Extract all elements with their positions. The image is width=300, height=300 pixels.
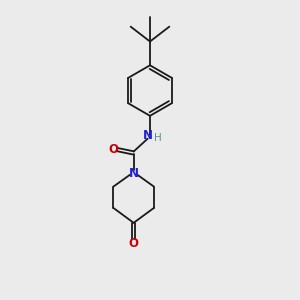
Text: N: N xyxy=(142,129,153,142)
Text: O: O xyxy=(108,143,118,156)
Text: O: O xyxy=(129,236,139,250)
Text: N: N xyxy=(129,167,139,180)
Text: H: H xyxy=(154,133,162,142)
